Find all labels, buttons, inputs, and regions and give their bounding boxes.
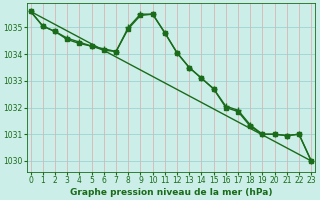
X-axis label: Graphe pression niveau de la mer (hPa): Graphe pression niveau de la mer (hPa) <box>70 188 272 197</box>
